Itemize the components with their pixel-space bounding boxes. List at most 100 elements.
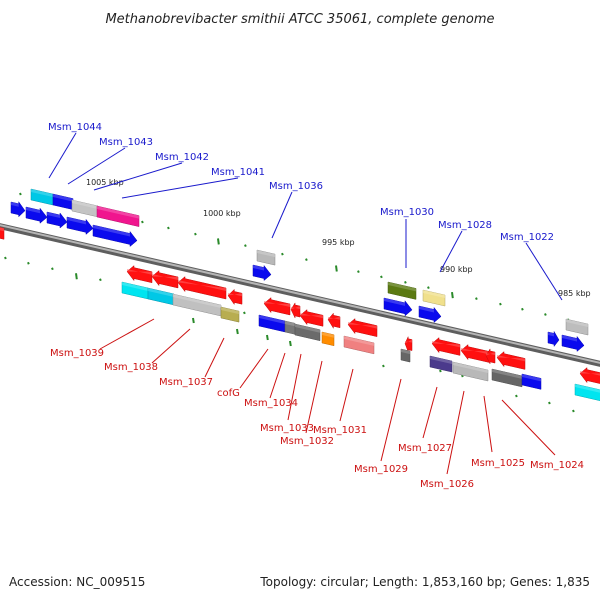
scale-label: 990 kbp — [440, 265, 473, 274]
gene-label: Msm_1036 — [269, 181, 323, 192]
gene-label: cofG — [217, 388, 240, 399]
gene-feature — [252, 264, 272, 282]
gene-label: Msm_1030 — [380, 207, 434, 218]
scale-tick — [382, 364, 385, 368]
scale-tick — [475, 297, 478, 301]
scale-labels: 1005 kbp 1000 kbp 995 kbp 990 kbp 985 kbp — [86, 178, 591, 298]
gene-label: Msm_1043 — [99, 137, 153, 148]
gene-feature — [327, 312, 341, 330]
gene-label: Msm_1037 — [159, 377, 213, 388]
leader-line — [151, 328, 191, 364]
leader-line — [380, 378, 402, 462]
scale-tick — [167, 226, 170, 230]
gene-feature — [400, 348, 411, 363]
gene-feature — [66, 216, 94, 235]
gene-feature — [256, 249, 276, 266]
gene-feature — [521, 373, 542, 390]
gene-feature — [496, 351, 526, 370]
scale-tick — [499, 302, 502, 306]
gene-feature — [227, 288, 243, 306]
scale-tick — [357, 270, 360, 273]
gene-feature — [30, 188, 54, 206]
genome-summary-text: Topology: circular; Length: 1,853,160 bp… — [259, 575, 590, 589]
leader-line — [67, 147, 126, 185]
gene-feature — [431, 337, 461, 356]
gene-feature — [299, 309, 324, 327]
gene-feature — [579, 367, 600, 384]
scale-tick — [335, 265, 338, 272]
gene-label: Msm_1027 — [398, 443, 452, 454]
gene-feature — [126, 265, 153, 284]
leader-line — [483, 395, 493, 453]
scale-tick — [75, 273, 78, 280]
gene-feature — [460, 344, 490, 363]
scale-tick — [572, 409, 575, 413]
scale-tick — [27, 261, 30, 265]
leader-line — [269, 352, 286, 399]
gene-feature — [422, 289, 446, 307]
leader-line — [305, 360, 323, 434]
leader-line — [121, 177, 239, 199]
scale-label: 1000 kbp — [203, 209, 241, 218]
scale-tick — [4, 256, 7, 260]
scale-tick — [451, 292, 454, 299]
leader-line — [287, 353, 302, 421]
gene-feature — [121, 281, 149, 300]
leader-line — [339, 368, 354, 422]
label-leader-lines — [48, 132, 563, 475]
leader-line — [99, 318, 155, 350]
gene-feature — [172, 293, 222, 317]
gene-feature — [92, 224, 138, 248]
accession-text: Accession: NC_009515 — [9, 575, 145, 589]
gene-feature — [0, 227, 5, 240]
gene-feature — [485, 348, 496, 365]
gene-label: Msm_1026 — [420, 479, 474, 490]
gene-feature — [147, 287, 175, 306]
gene-label: Msm_1039 — [50, 348, 104, 359]
gene-label: Msm_1024 — [530, 460, 584, 471]
gene-feature — [347, 318, 378, 337]
scale-label: 985 kbp — [558, 289, 591, 298]
gene-feature — [321, 331, 335, 347]
scale-tick — [289, 340, 292, 347]
gene-label: Msm_1028 — [438, 220, 492, 231]
gene-feature — [404, 336, 413, 352]
gene-feature — [46, 211, 68, 229]
scale-tick — [305, 258, 308, 262]
scale-tick — [515, 394, 518, 398]
scale-tick — [141, 220, 144, 224]
gene-feature — [52, 193, 74, 210]
leader-line — [422, 386, 438, 439]
scale-tick — [439, 369, 442, 373]
scale-tick — [236, 328, 239, 335]
gene-feature — [263, 297, 291, 316]
scale-tick — [266, 334, 269, 341]
gene-feature — [387, 281, 417, 300]
map-title: Methanobrevibacter smithii ATCC 35061, c… — [105, 12, 494, 27]
genome-backbone — [0, 223, 600, 367]
gene-label: Msm_1042 — [155, 152, 209, 163]
gene-label: Msm_1034 — [244, 398, 298, 409]
gene-label: Msm_1044 — [48, 122, 102, 133]
leader-line — [446, 390, 465, 475]
leader-line — [525, 242, 563, 301]
scale-tick — [544, 313, 547, 316]
scale-tick — [244, 244, 247, 248]
gene-label: Msm_1038 — [104, 362, 158, 373]
gene-feature — [418, 305, 442, 323]
leader-line — [501, 399, 556, 456]
gene-label: Msm_1022 — [500, 232, 554, 243]
scale-tick — [99, 278, 102, 282]
gene-feature — [565, 318, 589, 336]
scale-tick — [192, 317, 195, 324]
gene-feature — [177, 276, 227, 300]
gene-label: Msm_1029 — [354, 464, 408, 475]
gene-label: Msm_1033 — [260, 423, 314, 434]
gene-feature — [429, 355, 453, 373]
scale-tick — [521, 307, 524, 311]
gene-label: Msm_1041 — [211, 167, 265, 178]
gene-feature — [25, 206, 48, 224]
scale-label: 995 kbp — [322, 238, 355, 247]
gene-feature — [383, 297, 413, 317]
